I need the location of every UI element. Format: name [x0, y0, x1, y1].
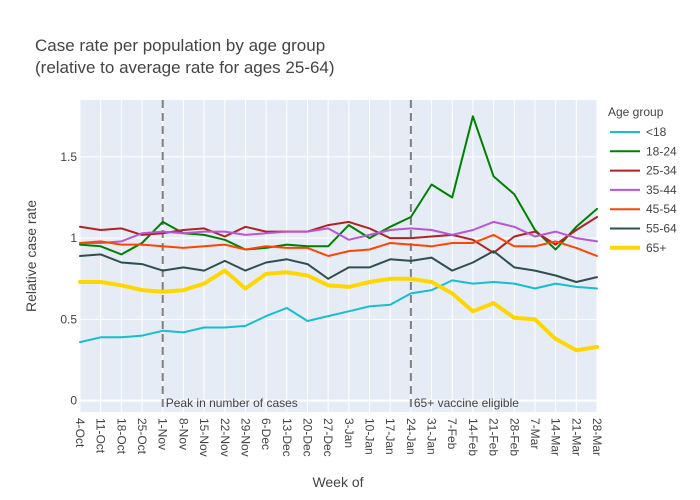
series-line [78, 268, 599, 353]
x-tick-label: 13-Dec [280, 418, 294, 457]
x-tick-label: 22-Nov [218, 418, 232, 457]
x-tick-label: 8-Nov [176, 418, 190, 450]
y-tick-label: 1 [70, 231, 77, 245]
series-line [79, 115, 598, 256]
plot-area [80, 100, 597, 412]
y-axis-title: Relative case rate [23, 200, 39, 312]
x-tick-label: 14-Feb [466, 418, 480, 456]
y-tick-label: 0.5 [60, 312, 77, 326]
series-line [79, 220, 598, 244]
x-tick-label: 24-Jan [404, 418, 418, 455]
x-tick-label: 4-Oct [73, 418, 87, 448]
x-tick-label: 6-Dec [259, 418, 273, 450]
series-line [79, 279, 598, 344]
y-tick-label: 0 [70, 394, 77, 408]
x-tick-label: 28-Mar [590, 418, 604, 456]
series-line [79, 250, 598, 283]
annotation-lines: Peak in number of cases 65+ vaccine eligi… [161, 100, 519, 412]
chart-title-line-2: (relative to average rate for ages 25-64… [35, 58, 335, 77]
x-tick-label: 3-Jan [342, 418, 356, 448]
chart-title-line-1: Case rate per population by age group [35, 36, 325, 55]
series-line [79, 233, 598, 257]
annotation-label: Peak in number of cases [166, 396, 298, 410]
x-tick-label: 7-Feb [445, 418, 459, 450]
legend-label: 55-64 [646, 222, 677, 236]
legend-label: 45-54 [646, 202, 677, 216]
y-axis-ticks: 0 0.5 1 1.5 [60, 150, 77, 408]
x-axis-title: Week of [312, 474, 363, 490]
legend-label: 35-44 [646, 183, 677, 197]
legend-label: 18-24 [646, 144, 677, 158]
x-tick-label: 17-Jan [383, 418, 397, 455]
x-tick-label: 25-Oct [135, 418, 149, 455]
x-tick-label: 28-Feb [507, 418, 521, 456]
series-lines [78, 115, 599, 353]
x-tick-label: 31-Jan [425, 418, 439, 455]
x-tick-label: 27-Dec [321, 418, 335, 457]
legend-label: <18 [646, 125, 667, 139]
annotation-label: 65+ vaccine eligible [414, 396, 519, 410]
y-tick-label: 1.5 [60, 150, 77, 164]
x-axis-ticks: 4-Oct 11-Oct 18-Oct 25-Oct 1-Nov 8-Nov 15-Nov 2… [73, 418, 604, 457]
legend-label: 25-34 [646, 164, 677, 178]
x-tick-label: 7-Mar [528, 418, 542, 449]
legend-label: 65+ [646, 241, 666, 255]
x-tick-label: 29-Nov [238, 418, 252, 457]
x-tick-label: 18-Oct [114, 418, 128, 455]
x-tick-label: 10-Jan [363, 418, 377, 455]
x-tick-label: 21-Feb [487, 418, 501, 456]
x-tick-label: 11-Oct [94, 418, 108, 454]
legend-title: Age group [608, 105, 664, 119]
x-tick-label: 21-Mar [569, 418, 583, 456]
x-tick-label: 1-Nov [156, 418, 170, 450]
x-tick-label: 15-Nov [197, 418, 211, 457]
x-tick-label: 20-Dec [300, 418, 314, 457]
gridlines [79, 100, 598, 412]
x-tick-label: 14-Mar [549, 418, 563, 456]
legend: Age group <18 18-24 25-34 35-44 45-54 55-64 65… [608, 105, 677, 255]
